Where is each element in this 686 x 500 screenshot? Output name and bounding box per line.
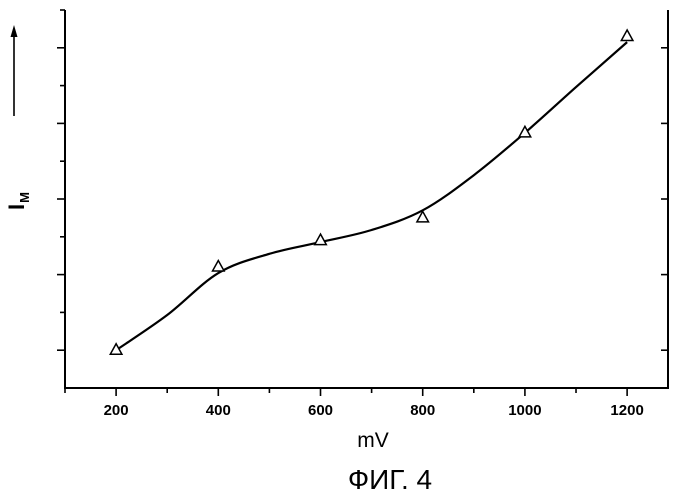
x-tick-labels: 200 400 600 800 1000 1200 <box>104 402 644 419</box>
data-point <box>110 344 122 355</box>
plot-series <box>110 30 633 354</box>
fit-curve <box>116 42 627 350</box>
x-tick-label: 600 <box>308 402 333 419</box>
data-point <box>621 30 633 41</box>
data-point <box>213 261 225 272</box>
x-tick-label: 200 <box>104 402 129 419</box>
x-tick-label: 1200 <box>610 402 643 419</box>
arrow-up-icon <box>11 25 18 116</box>
figure-caption: ФИГ. 4 <box>348 464 432 495</box>
x-axis-label: mV <box>357 429 389 452</box>
axis-ticks <box>57 10 668 396</box>
x-tick-label: 400 <box>206 402 231 419</box>
x-tick-label: 1000 <box>508 402 541 419</box>
y-axis-label: IM <box>4 192 32 210</box>
y-axis-label-main: I <box>4 204 29 210</box>
y-axis-label-sub: M <box>17 192 32 203</box>
data-point <box>315 234 327 245</box>
x-tick-label: 800 <box>410 402 435 419</box>
